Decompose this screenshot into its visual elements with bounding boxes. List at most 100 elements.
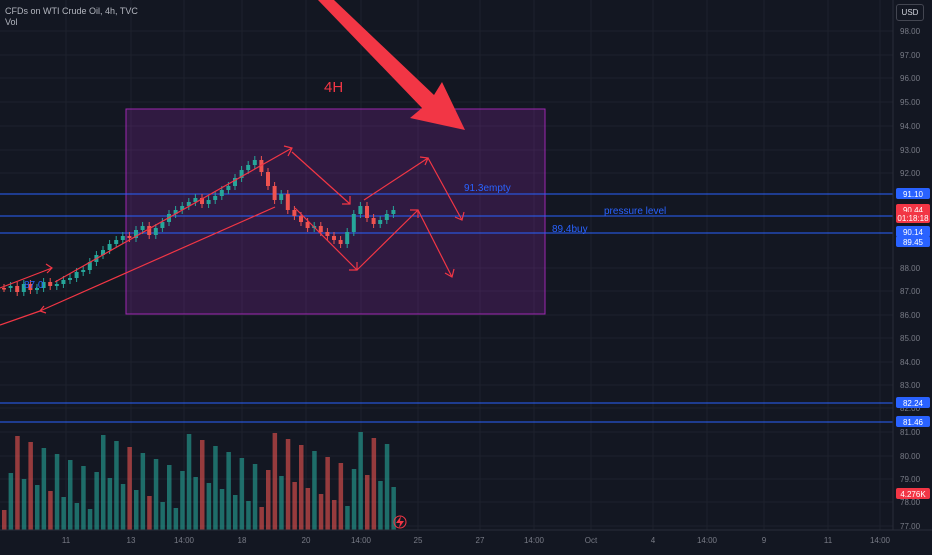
candle-body [384, 214, 389, 220]
volume-bar [279, 476, 284, 530]
time-tick-label: 27 [476, 536, 485, 545]
candle-body [332, 236, 336, 240]
time-tick-label: 14:00 [524, 536, 545, 545]
volume-bar [246, 501, 251, 530]
candle-body [345, 232, 350, 244]
zigzag-up-1 [356, 209, 419, 271]
time-tick-label: 20 [302, 536, 311, 545]
price-tick-label: 84.00 [900, 358, 921, 367]
candle-body [285, 194, 290, 210]
volume-bar [200, 440, 205, 530]
candle-body [318, 226, 323, 232]
candle-body [61, 280, 66, 284]
time-tick-label: 11 [62, 536, 71, 545]
channel-lines[interactable] [0, 145, 293, 326]
empty-label: 91.3empty [464, 183, 511, 194]
candle-body [48, 282, 53, 286]
volume-bar [94, 472, 99, 530]
grid-lines [0, 0, 893, 530]
big-down-arrow[interactable] [318, 0, 465, 130]
svg-text:82.24: 82.24 [903, 399, 924, 408]
range-rectangle[interactable] [125, 108, 546, 315]
zigzag-down-4 [417, 209, 453, 278]
candle-body [338, 240, 343, 244]
zigzag-down-3 [427, 157, 463, 221]
candle-body [239, 170, 244, 178]
time-tick-label: 25 [414, 536, 423, 545]
price-tick-label: 78.00 [900, 498, 921, 507]
time-tick-label: 11 [824, 536, 833, 545]
time-axis[interactable]: 11 13 14:00 18 20 14:00 25 27 14:00 Oct 4 14:00 9 11 1… [0, 529, 932, 545]
candle-body [371, 218, 376, 224]
volume-bar [384, 444, 390, 530]
volume-bar [48, 491, 53, 530]
candle-body [87, 262, 92, 270]
price-axis[interactable]: 98.00 97.00 96.00 95.00 94.00 93.00 92.00 88.00… [892, 0, 921, 531]
price-tick-label: 94.00 [900, 122, 921, 131]
volume-bar [21, 479, 27, 530]
volume-bar [153, 459, 159, 530]
lightning-icon[interactable] [393, 515, 407, 529]
svg-text:81.46: 81.46 [903, 418, 924, 427]
volume-bar [61, 497, 66, 530]
channel-upper-right [54, 147, 293, 283]
candle-body [68, 278, 72, 280]
volume-bar [127, 447, 132, 530]
price-tick-label: 97.00 [900, 51, 921, 60]
price-tick-label: 87.00 [900, 287, 921, 296]
volume-bar [8, 473, 14, 530]
candle-body [272, 186, 277, 200]
candle-body [219, 190, 224, 196]
candle-body [21, 284, 26, 292]
price-badge: 89.45 [896, 236, 930, 247]
volume-bar [332, 500, 337, 530]
time-tick-label: 4 [651, 536, 656, 545]
volume-bar [68, 460, 73, 530]
volume-bar [299, 445, 304, 530]
price-tick-label: 86.00 [900, 311, 921, 320]
price-badge: 81.46 [896, 416, 930, 427]
volume-bar [285, 439, 291, 530]
candle-body [15, 286, 20, 292]
candle-body [140, 226, 145, 230]
zigzag-up-2 [363, 157, 429, 201]
volume-bar [259, 507, 264, 530]
volume-bar [233, 495, 238, 530]
candle-body [153, 228, 158, 235]
time-tick-label: 14:00 [697, 536, 718, 545]
candle-body [120, 236, 125, 240]
price-tick-label: 79.00 [900, 475, 921, 484]
candle-body [292, 210, 297, 216]
volume-bar [140, 453, 146, 530]
price-tick-label: 92.00 [900, 169, 921, 178]
candle-body [147, 226, 152, 235]
volume-bar [167, 465, 172, 530]
candle-body [74, 272, 79, 278]
projection-arrows[interactable] [291, 151, 465, 278]
candle-body [200, 198, 204, 204]
volume-bar [312, 451, 317, 530]
time-tick-label: 14:00 [351, 536, 372, 545]
candle-body [193, 198, 198, 202]
time-tick-label: Oct [585, 536, 598, 545]
volume-bar [371, 438, 377, 530]
volume-bar [239, 458, 245, 530]
candle-body [28, 284, 33, 290]
volume-bar [134, 490, 139, 530]
volume-bar [206, 483, 212, 530]
candle-body [180, 206, 185, 210]
channel-lower-right [39, 206, 276, 312]
volume-bar [292, 482, 297, 530]
time-tick-label: 9 [762, 536, 767, 545]
candle-body [114, 240, 119, 244]
volume-bar [180, 471, 185, 530]
currency-button[interactable]: USD [896, 4, 924, 21]
volume-bar [345, 506, 350, 530]
price-tick-label: 77.00 [900, 522, 921, 531]
volume-bar [160, 502, 165, 530]
candle-body [299, 216, 303, 222]
time-tick-label: 18 [238, 536, 247, 545]
candle-body [358, 206, 363, 214]
